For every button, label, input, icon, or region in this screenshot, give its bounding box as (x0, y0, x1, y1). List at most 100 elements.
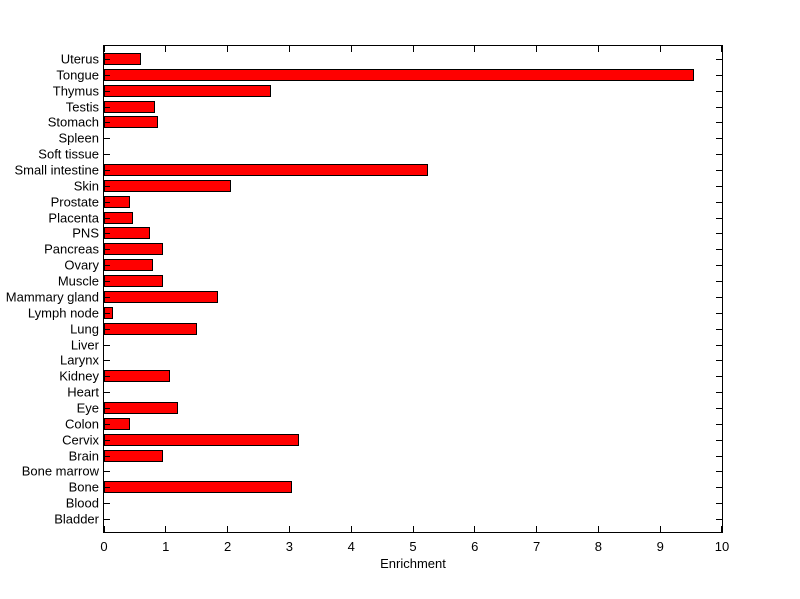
left-y-tick (104, 217, 110, 219)
top-x-tick (350, 46, 352, 52)
left-y-tick (104, 154, 110, 156)
left-y-tick (104, 281, 110, 283)
bar-skin (104, 179, 231, 192)
category-label-small-intestine: Small intestine (14, 162, 99, 178)
bar-kidney (104, 370, 171, 383)
left-y-tick (104, 249, 110, 251)
bar-eye (104, 401, 179, 414)
category-label-pancreas: Pancreas (44, 241, 99, 257)
left-y-tick (104, 122, 110, 124)
category-label-muscle: Muscle (57, 273, 99, 289)
right-y-tick (716, 519, 722, 520)
right-y-tick (716, 249, 722, 251)
top-x-tick (659, 46, 661, 52)
right-y-tick (716, 392, 722, 394)
category-label-spleen: Spleen (58, 130, 99, 146)
right-y-tick (716, 265, 722, 267)
bottom-x-tick (350, 526, 352, 532)
bar-stomach (104, 116, 158, 129)
bottom-x-tick (288, 526, 290, 532)
bar-testis (104, 100, 156, 113)
category-label-lung: Lung (70, 321, 99, 337)
x-tick-label-5: 5 (409, 539, 417, 554)
bar-bone (104, 481, 293, 494)
bar-pns (104, 227, 151, 240)
left-y-tick (104, 423, 110, 425)
left-y-tick (104, 201, 110, 203)
right-y-tick (716, 471, 722, 473)
bottom-x-tick (721, 526, 722, 532)
category-label-placenta: Placenta (48, 210, 99, 226)
left-y-tick (104, 519, 110, 520)
x-tick-label-10: 10 (714, 539, 730, 554)
right-y-tick (716, 423, 722, 425)
category-label-mammary-gland: Mammary gland (5, 289, 99, 305)
right-y-tick (716, 376, 722, 378)
top-x-tick (474, 46, 476, 52)
left-y-tick (104, 185, 110, 187)
bottom-x-tick (474, 526, 476, 532)
left-y-tick (104, 503, 110, 505)
left-y-tick (104, 360, 110, 362)
x-tick-label-9: 9 (656, 539, 664, 554)
category-label-liver: Liver (70, 337, 99, 353)
bar-small-intestine (104, 164, 429, 177)
left-y-tick (104, 455, 110, 457)
category-label-ovary: Ovary (64, 257, 99, 273)
right-y-tick (716, 217, 722, 219)
top-x-tick (597, 46, 599, 52)
right-y-tick (716, 312, 722, 314)
category-label-blood: Blood (65, 495, 99, 511)
right-y-tick (716, 90, 722, 92)
bar-tongue (104, 68, 695, 81)
category-label-testis: Testis (65, 99, 99, 115)
bottom-x-tick (659, 526, 661, 532)
left-y-tick (104, 296, 110, 298)
category-label-eye: Eye (76, 400, 99, 416)
right-y-tick (716, 328, 722, 330)
x-tick-label-7: 7 (532, 539, 541, 554)
left-y-tick (104, 265, 110, 267)
category-label-pns: PNS (72, 225, 99, 241)
x-axis-title: Enrichment (380, 556, 446, 571)
left-y-tick (104, 90, 110, 92)
category-label-skin: Skin (73, 178, 99, 194)
right-y-tick (716, 439, 722, 441)
bar-mammary-gland (104, 290, 219, 303)
left-y-tick (104, 328, 110, 330)
left-y-tick (104, 439, 110, 441)
top-x-tick (412, 46, 414, 52)
right-y-tick (716, 170, 722, 172)
bar-lung (104, 322, 197, 335)
right-y-tick (716, 138, 722, 140)
top-x-tick (104, 46, 105, 52)
bottom-x-tick (536, 526, 538, 532)
right-y-tick (716, 455, 722, 457)
category-label-stomach: Stomach (47, 114, 99, 130)
bottom-x-tick (597, 526, 599, 532)
left-y-tick (104, 106, 110, 108)
category-label-cervix: Cervix (62, 432, 99, 448)
right-y-tick (716, 233, 722, 235)
category-label-brain: Brain (68, 448, 99, 464)
category-label-prostate: Prostate (50, 194, 99, 210)
x-tick-label-0: 0 (100, 539, 108, 554)
right-y-tick (716, 154, 722, 156)
left-y-tick (104, 138, 110, 140)
bar-cervix (104, 433, 299, 446)
x-tick-label-4: 4 (347, 539, 355, 554)
right-y-tick (716, 106, 722, 108)
left-y-tick (104, 170, 110, 172)
top-x-tick (227, 46, 229, 52)
bar-brain (104, 449, 164, 462)
left-y-tick (104, 74, 110, 76)
category-label-tongue: Tongue (56, 67, 99, 83)
x-tick-label-8: 8 (594, 539, 603, 554)
left-y-tick (104, 407, 110, 409)
right-y-tick (716, 360, 722, 362)
category-label-soft-tissue: Soft tissue (38, 146, 99, 162)
category-label-bladder: Bladder (54, 511, 99, 527)
bottom-x-tick (227, 526, 229, 532)
category-label-bone-marrow: Bone marrow (21, 463, 99, 479)
